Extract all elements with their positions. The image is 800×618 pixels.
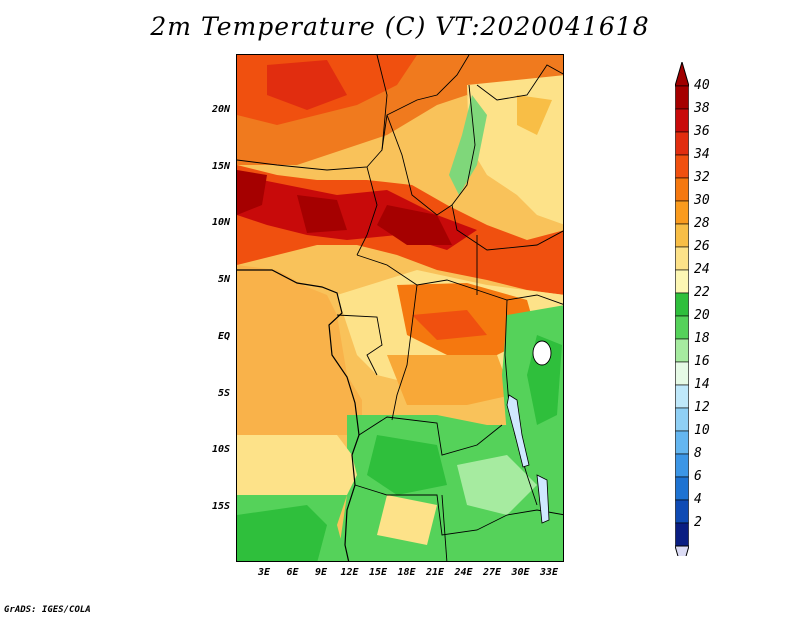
lon-label: 6E xyxy=(286,567,299,578)
colorbar-label: 26 xyxy=(694,239,710,254)
colorbar-band xyxy=(675,522,689,547)
colorbar-under-triangle xyxy=(675,545,689,556)
colorbar-label: 34 xyxy=(694,147,710,162)
colorbar xyxy=(675,62,689,556)
colorbar-band xyxy=(675,223,689,248)
colorbar-band xyxy=(675,131,689,156)
colorbar-band xyxy=(675,154,689,179)
colorbar-band xyxy=(675,338,689,363)
colorbar-band xyxy=(675,292,689,317)
lat-label: 15S xyxy=(211,501,230,512)
lon-label: 18E xyxy=(397,567,416,578)
colorbar-band xyxy=(675,430,689,455)
colorbar-label: 18 xyxy=(694,331,710,346)
lon-label: 15E xyxy=(368,567,388,578)
colorbar-band xyxy=(675,407,689,432)
lon-label: 21E xyxy=(425,567,445,578)
colorbar-label: 28 xyxy=(694,216,710,231)
colorbar-band xyxy=(675,384,689,409)
lat-label: 20N xyxy=(211,104,230,115)
colorbar-label: 2 xyxy=(694,515,702,530)
colorbar-label: 6 xyxy=(694,469,702,484)
colorbar-label: 4 xyxy=(694,492,702,507)
colorbar-label: 12 xyxy=(694,400,710,415)
lon-label: 27E xyxy=(482,567,502,578)
lon-label: 33E xyxy=(539,567,559,578)
lat-label: 10N xyxy=(211,217,230,228)
colorbar-label: 30 xyxy=(694,193,710,208)
colorbar-label: 16 xyxy=(694,354,710,369)
colorbar-band xyxy=(675,453,689,478)
grads-credit: GrADS: IGES/COLA xyxy=(4,605,91,615)
colorbar-band xyxy=(675,499,689,524)
colorbar-label: 20 xyxy=(694,308,710,323)
map-title: 2m Temperature (C) VT:2020041618 xyxy=(150,12,650,41)
colorbar-label: 38 xyxy=(694,101,710,116)
lon-label: 30E xyxy=(511,567,530,578)
colorbar-band xyxy=(675,476,689,501)
colorbar-label: 24 xyxy=(694,262,710,277)
colorbar-band xyxy=(675,200,689,225)
colorbar-band xyxy=(675,85,689,110)
colorbar-label: 22 xyxy=(694,285,710,300)
colorbar-label: 8 xyxy=(694,446,702,461)
colorbar-label: 40 xyxy=(694,78,710,93)
temperature-map xyxy=(236,54,564,562)
colorbar-label: 10 xyxy=(694,423,710,438)
colorbar-band xyxy=(675,246,689,271)
lon-label: 12E xyxy=(340,567,359,578)
colorbar-band xyxy=(675,108,689,133)
lon-label: 3E xyxy=(257,567,271,578)
colorbar-label: 36 xyxy=(694,124,710,139)
colorbar-label: 14 xyxy=(694,377,710,392)
lat-label: 15N xyxy=(211,161,230,172)
colorbar-band xyxy=(675,177,689,202)
colorbar-over-triangle xyxy=(675,62,689,87)
lon-label: 9E xyxy=(314,567,328,578)
lat-label: EQ xyxy=(217,331,230,342)
lat-label: 5S xyxy=(217,388,230,399)
lat-label: 5N xyxy=(217,274,230,285)
colorbar-band xyxy=(675,269,689,294)
colorbar-band xyxy=(675,361,689,386)
lat-label: 10S xyxy=(211,444,230,455)
colorbar-label: 32 xyxy=(694,170,710,185)
colorbar-band xyxy=(675,315,689,340)
lon-label: 24E xyxy=(454,567,473,578)
